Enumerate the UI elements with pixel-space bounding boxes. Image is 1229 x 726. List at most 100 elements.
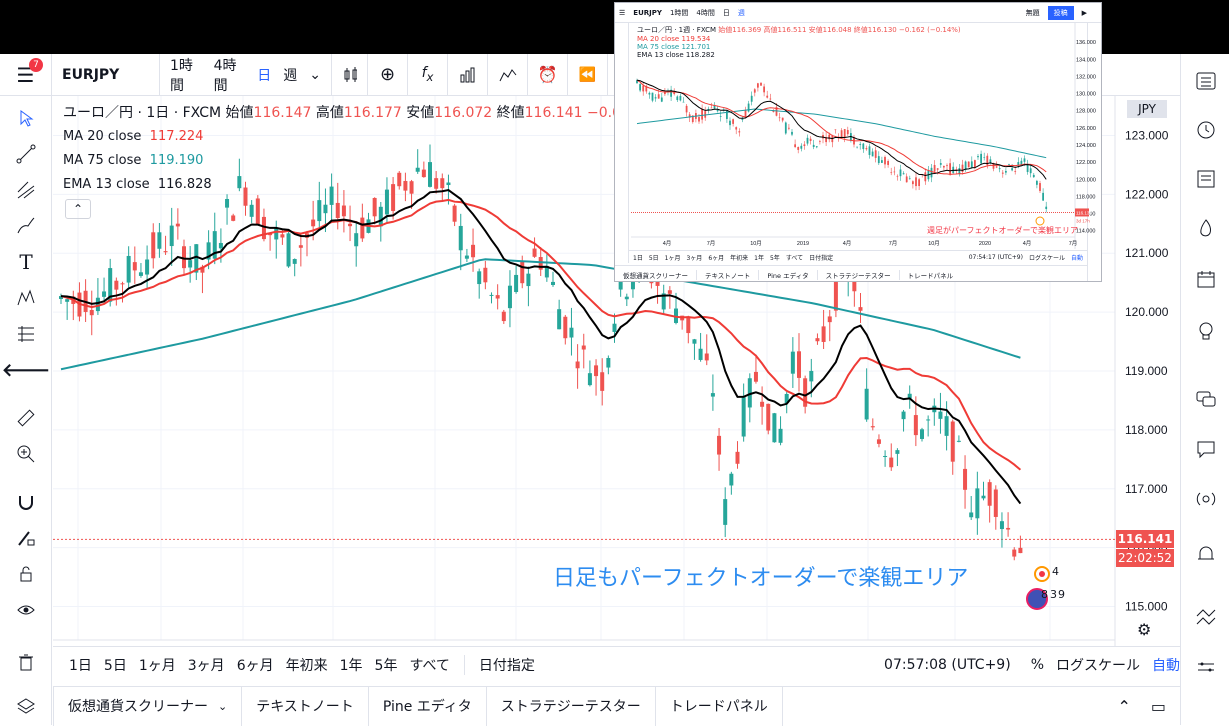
- tab-text-note[interactable]: テキストノート: [242, 686, 369, 726]
- ideas-button[interactable]: [1191, 316, 1221, 346]
- trading-button[interactable]: [1191, 602, 1221, 632]
- maximize-icon[interactable]: ▭: [1150, 696, 1166, 716]
- range-3m[interactable]: 3ヶ月: [187, 657, 225, 674]
- log-scale-toggle[interactable]: ログスケール: [1056, 657, 1140, 674]
- range-5d[interactable]: 5日: [103, 657, 127, 674]
- inset-tab-screener: 仮想通貨スクリーナー: [615, 269, 697, 280]
- brush-tool[interactable]: [8, 210, 44, 242]
- chat-button[interactable]: [1191, 434, 1221, 464]
- range-1d[interactable]: 1日: [69, 657, 92, 674]
- main-menu-button[interactable]: ☰ 7: [0, 53, 52, 96]
- inset-candle-body: [915, 177, 917, 187]
- candle-body: [600, 372, 605, 391]
- data-window-button[interactable]: [1191, 164, 1221, 194]
- candle-body: [1018, 547, 1023, 554]
- candle-body: [372, 197, 377, 217]
- settings-gear-icon[interactable]: ⚙: [1137, 620, 1152, 639]
- brush-icon: [17, 217, 35, 234]
- chevron-up-icon[interactable]: ⌃: [1117, 696, 1131, 716]
- collapse-legend-button[interactable]: ⌃: [65, 199, 91, 219]
- open-label: 始値: [225, 105, 254, 121]
- tab-pine-editor[interactable]: Pine エディタ: [369, 686, 487, 726]
- inset-candle-body: [871, 151, 874, 157]
- price-tick: 119.000: [1125, 364, 1168, 378]
- candle-body: [569, 327, 574, 338]
- inset-ma75: MA 75 close 121.701: [637, 43, 711, 51]
- ma75-legend[interactable]: MA 75 close 119.190: [63, 153, 203, 168]
- event-marker[interactable]: [1034, 566, 1050, 582]
- inset-candle-body: [1045, 206, 1048, 210]
- inset-candle-body: [660, 97, 663, 102]
- fib-tool[interactable]: [8, 174, 44, 206]
- tab-trade-panel[interactable]: トレードパネル: [656, 686, 783, 726]
- pattern-tool[interactable]: [8, 282, 44, 314]
- range-5y[interactable]: 5年: [374, 657, 398, 674]
- percent-toggle[interactable]: %: [1030, 656, 1044, 673]
- hotlists-button[interactable]: [1191, 214, 1221, 244]
- alert-button[interactable]: ⏰: [528, 53, 568, 96]
- dom-button[interactable]: [1191, 652, 1221, 682]
- range-1m[interactable]: 1ヶ月: [138, 657, 176, 674]
- measure-tool[interactable]: [8, 318, 44, 350]
- object-tree-tool[interactable]: [8, 690, 44, 722]
- tab-crypto-screener[interactable]: 仮想通貨スクリーナー ⌄: [53, 686, 243, 726]
- candle-body: [692, 339, 697, 344]
- notifications-button[interactable]: [1191, 539, 1221, 569]
- inset-ma20-line: [636, 79, 1047, 175]
- candle-body: [421, 169, 426, 178]
- goto-date-button[interactable]: 日付指定: [463, 654, 535, 675]
- streams-button[interactable]: [1191, 484, 1221, 514]
- watchlist-button[interactable]: [1191, 66, 1221, 96]
- magnet-icon: [19, 496, 33, 510]
- ema13-legend[interactable]: EMA 13 close 116.828: [63, 177, 212, 192]
- cursor-tool[interactable]: [8, 102, 44, 134]
- currency-label[interactable]: JPY: [1127, 100, 1167, 118]
- chats-button[interactable]: [1191, 384, 1221, 414]
- range-all[interactable]: すべて: [409, 657, 450, 674]
- text-tool[interactable]: T: [8, 246, 44, 278]
- event-badges[interactable]: 8 3 9: [1026, 588, 1066, 612]
- candle-body: [354, 233, 359, 247]
- interval-1h[interactable]: 1時間: [170, 57, 193, 94]
- range-1y[interactable]: 1年: [339, 657, 363, 674]
- interval-week[interactable]: 週: [283, 67, 298, 84]
- candle-body: [876, 439, 881, 444]
- indicators-button[interactable]: fx: [408, 53, 448, 96]
- ruler-tool[interactable]: [8, 402, 44, 434]
- templates-button[interactable]: [488, 53, 528, 96]
- inset-legend: ユーロ／円 · 1週 · FXCM 始値116.369 高値116.511 安値…: [637, 25, 961, 59]
- clock[interactable]: 07:57:08 (UTC+9): [884, 656, 1011, 673]
- tab-strategy-tester[interactable]: ストラテジーテスター: [487, 686, 656, 726]
- symbol-search[interactable]: EURJPY: [52, 53, 160, 96]
- candle-style-button[interactable]: [332, 53, 368, 96]
- calendar-button[interactable]: [1191, 264, 1221, 294]
- auto-scale-toggle[interactable]: 自動: [1152, 657, 1180, 674]
- remove-tool[interactable]: [8, 646, 44, 678]
- trend-line-tool[interactable]: [8, 138, 44, 170]
- candle-body: [507, 285, 512, 309]
- compare-button[interactable]: ⊕: [368, 53, 408, 96]
- stay-drawing-tool[interactable]: [8, 522, 44, 554]
- range-ytd[interactable]: 年初来: [285, 657, 328, 674]
- candle-body: [920, 429, 924, 439]
- inset-candle-body: [784, 122, 787, 134]
- candle-body: [532, 248, 537, 257]
- range-6m[interactable]: 6ヶ月: [236, 657, 274, 674]
- magnet-tool[interactable]: [8, 486, 44, 518]
- zoom-tool[interactable]: [8, 438, 44, 470]
- chevron-down-icon[interactable]: ⌄: [309, 66, 321, 83]
- collapse-toolbar[interactable]: 🡐: [2, 354, 50, 386]
- alerts-button[interactable]: [1191, 114, 1221, 144]
- candle-body: [538, 257, 543, 270]
- candle-body: [575, 361, 580, 369]
- inset-candle-body: [846, 130, 849, 135]
- replay-button[interactable]: ⏪: [568, 53, 608, 96]
- interval-4h[interactable]: 4時間: [213, 57, 237, 94]
- interval-day[interactable]: 日: [257, 67, 272, 84]
- candle-body: [163, 251, 168, 253]
- lock-tool[interactable]: [8, 558, 44, 590]
- ma20-legend[interactable]: MA 20 close 117.224: [63, 129, 203, 144]
- financials-button[interactable]: [448, 53, 488, 96]
- hide-tool[interactable]: [8, 594, 44, 626]
- candle-body: [495, 295, 500, 299]
